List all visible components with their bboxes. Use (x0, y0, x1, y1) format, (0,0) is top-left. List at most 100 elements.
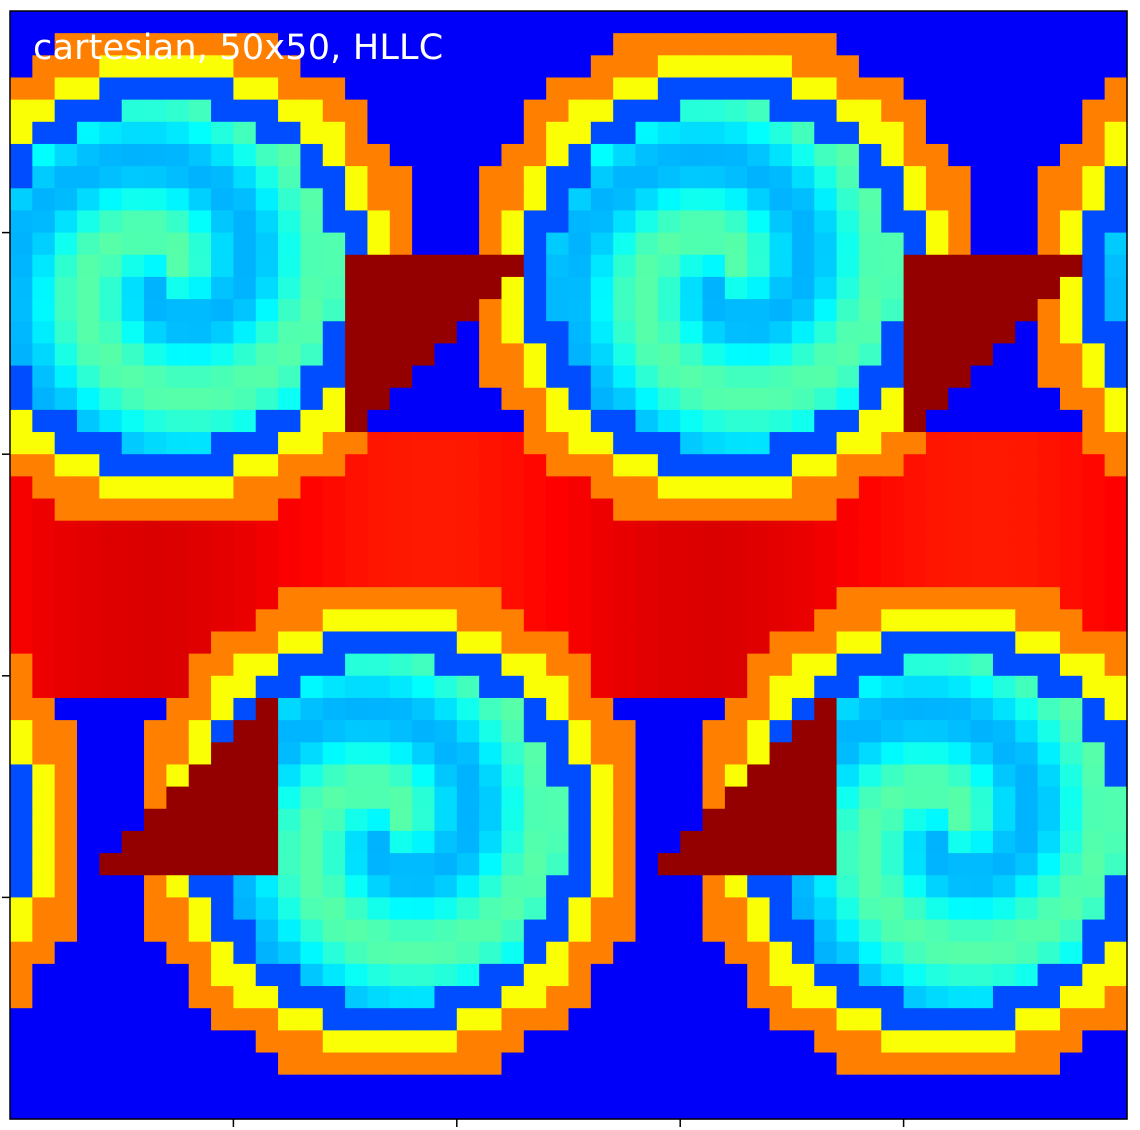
heatmap-cell (367, 808, 391, 832)
heatmap-cell (635, 565, 659, 588)
heatmap-cell (255, 409, 279, 433)
heatmap-cell (412, 11, 436, 34)
heatmap-cell (121, 1008, 145, 1031)
heatmap-cell (434, 675, 458, 699)
heatmap-cell (546, 1074, 570, 1098)
heatmap-cell (590, 853, 614, 876)
heatmap-cell (255, 232, 279, 256)
heatmap-cell (1037, 963, 1061, 987)
heatmap-cell (992, 387, 1016, 411)
heatmap-cell (300, 897, 324, 921)
heatmap-cell (412, 143, 436, 167)
heatmap-cell (903, 166, 927, 189)
heatmap-cell (948, 919, 972, 943)
heatmap-cell (233, 99, 257, 123)
heatmap-cell (747, 55, 771, 79)
heatmap-cell (590, 697, 614, 721)
heatmap-cell (434, 631, 458, 655)
heatmap-cell (1059, 299, 1083, 322)
heatmap-cell (300, 786, 324, 810)
heatmap-cell (233, 609, 257, 633)
heatmap-cell (32, 77, 56, 101)
heatmap-cell (791, 764, 815, 788)
heatmap-cell (389, 786, 413, 810)
heatmap-cell (188, 254, 212, 278)
heatmap-cell (1059, 143, 1083, 167)
heatmap-cell (724, 343, 748, 367)
heatmap-cell (479, 33, 503, 56)
heatmap-cell (367, 409, 391, 433)
heatmap-cell (434, 830, 458, 854)
heatmap-cell (948, 299, 972, 322)
heatmap-cell (233, 830, 257, 854)
heatmap-cell (747, 697, 771, 721)
heatmap-cell (367, 254, 391, 278)
heatmap-cell (1104, 542, 1128, 566)
heatmap-cell (233, 432, 257, 455)
heatmap-cell (680, 1052, 704, 1076)
heatmap-cell (903, 365, 927, 389)
heatmap-cell (881, 764, 905, 788)
heatmap-cell (10, 1096, 33, 1120)
heatmap-cell (255, 631, 279, 655)
heatmap-cell (456, 986, 480, 1009)
heatmap-cell (568, 121, 592, 145)
heatmap-cell (501, 121, 525, 145)
heatmap-cell (814, 875, 838, 898)
heatmap-cell (255, 1074, 279, 1098)
heatmap-cell (657, 631, 681, 655)
heatmap-cell (881, 675, 905, 699)
heatmap-cell (992, 99, 1016, 123)
heatmap-cell (389, 143, 413, 167)
heatmap-cell (255, 1030, 279, 1054)
heatmap-cell (568, 55, 592, 79)
heatmap-cell (121, 409, 145, 433)
heatmap-cell (724, 432, 748, 455)
heatmap-cell (948, 853, 972, 876)
heatmap-cell (1059, 675, 1083, 699)
heatmap-cell (613, 941, 637, 965)
heatmap-cell (925, 1096, 949, 1120)
heatmap-cell (568, 432, 592, 455)
heatmap-cell (903, 55, 927, 79)
heatmap-cell (188, 565, 212, 588)
heatmap-cell (434, 409, 458, 433)
heatmap-cell (568, 1008, 592, 1031)
heatmap-cell (657, 1096, 681, 1120)
heatmap-cell (501, 1074, 525, 1098)
heatmap-cell (367, 631, 391, 655)
heatmap-cell (99, 33, 123, 56)
heatmap-cell (389, 941, 413, 965)
heatmap-cell (635, 542, 659, 566)
heatmap-cell (345, 210, 369, 234)
heatmap-cell (970, 409, 994, 433)
heatmap-cell (702, 1030, 726, 1054)
heatmap-cell (903, 675, 927, 699)
heatmap-cell (412, 99, 436, 123)
heatmap-cell (345, 786, 369, 810)
heatmap-cell (814, 432, 838, 455)
heatmap-cell (188, 609, 212, 633)
heatmap-cell (791, 454, 815, 477)
heatmap-cell (925, 343, 949, 367)
heatmap-cell (1104, 808, 1128, 832)
heatmap-cell (925, 188, 949, 212)
heatmap-cell (389, 675, 413, 699)
heatmap-cell (590, 55, 614, 79)
heatmap-cell (657, 276, 681, 300)
heatmap-cell (300, 675, 324, 699)
heatmap-cell (1104, 166, 1128, 189)
heatmap-cell (925, 587, 949, 610)
heatmap-cell (881, 697, 905, 721)
heatmap-cell (1059, 853, 1083, 876)
heatmap-cell (747, 587, 771, 610)
heatmap-cell (791, 276, 815, 300)
heatmap-cell (121, 853, 145, 876)
heatmap-cell (322, 232, 346, 256)
heatmap-cell (680, 697, 704, 721)
heatmap-cell (590, 409, 614, 433)
heatmap-cell (54, 1030, 78, 1054)
heatmap-cell (948, 1030, 972, 1054)
heatmap-cell (233, 986, 257, 1009)
heatmap-cell (1104, 853, 1128, 876)
